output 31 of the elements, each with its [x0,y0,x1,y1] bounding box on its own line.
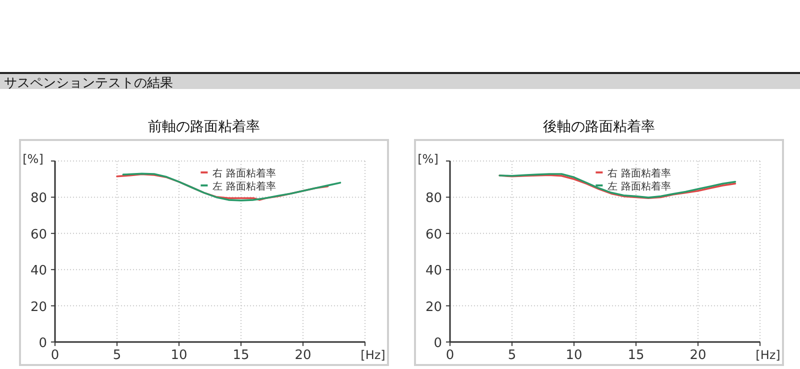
x-tick-label: 20 [690,348,706,363]
y-tick-label: 80 [30,191,47,206]
y-tick-label: 0 [434,336,442,351]
y-tick-label: 20 [425,300,442,315]
x-tick-label: 5 [112,348,122,363]
x-axis-title: [Hz] [756,348,780,362]
x-tick-label: 15 [628,348,644,363]
legend-label: 右 路面粘着率 [212,167,276,180]
y-axis-title: [%] [418,152,438,166]
chart-title: 前軸の路面粘着率 [148,119,260,135]
x-axis-title: [Hz] [360,348,386,362]
x-tick-label: 10 [566,348,582,363]
legend-label: 左 路面粘着率 [608,180,671,192]
x-tick-label: 15 [232,348,250,363]
legend-label: 右 路面粘着率 [608,167,671,180]
x-tick-label: 10 [170,348,188,363]
x-tick-label: 20 [294,348,312,363]
x-tick-label: 5 [508,348,516,363]
y-axis-title: [%] [22,152,44,166]
y-tick-label: 40 [425,264,442,279]
y-tick-label: 60 [30,227,47,242]
y-tick-label: 40 [30,264,47,279]
text: サスペンションテストの結果 [4,76,173,91]
y-tick-label: 80 [425,191,442,206]
chart-title: 後軸の路面粘着率 [543,119,655,135]
x-tick-label: 0 [50,348,60,363]
y-tick-label: 60 [425,227,442,242]
y-tick-label: 20 [30,300,47,315]
y-tick-label: 0 [38,336,47,351]
x-tick-label: 0 [446,348,454,363]
legend-label: 左 路面粘着率 [212,180,276,192]
